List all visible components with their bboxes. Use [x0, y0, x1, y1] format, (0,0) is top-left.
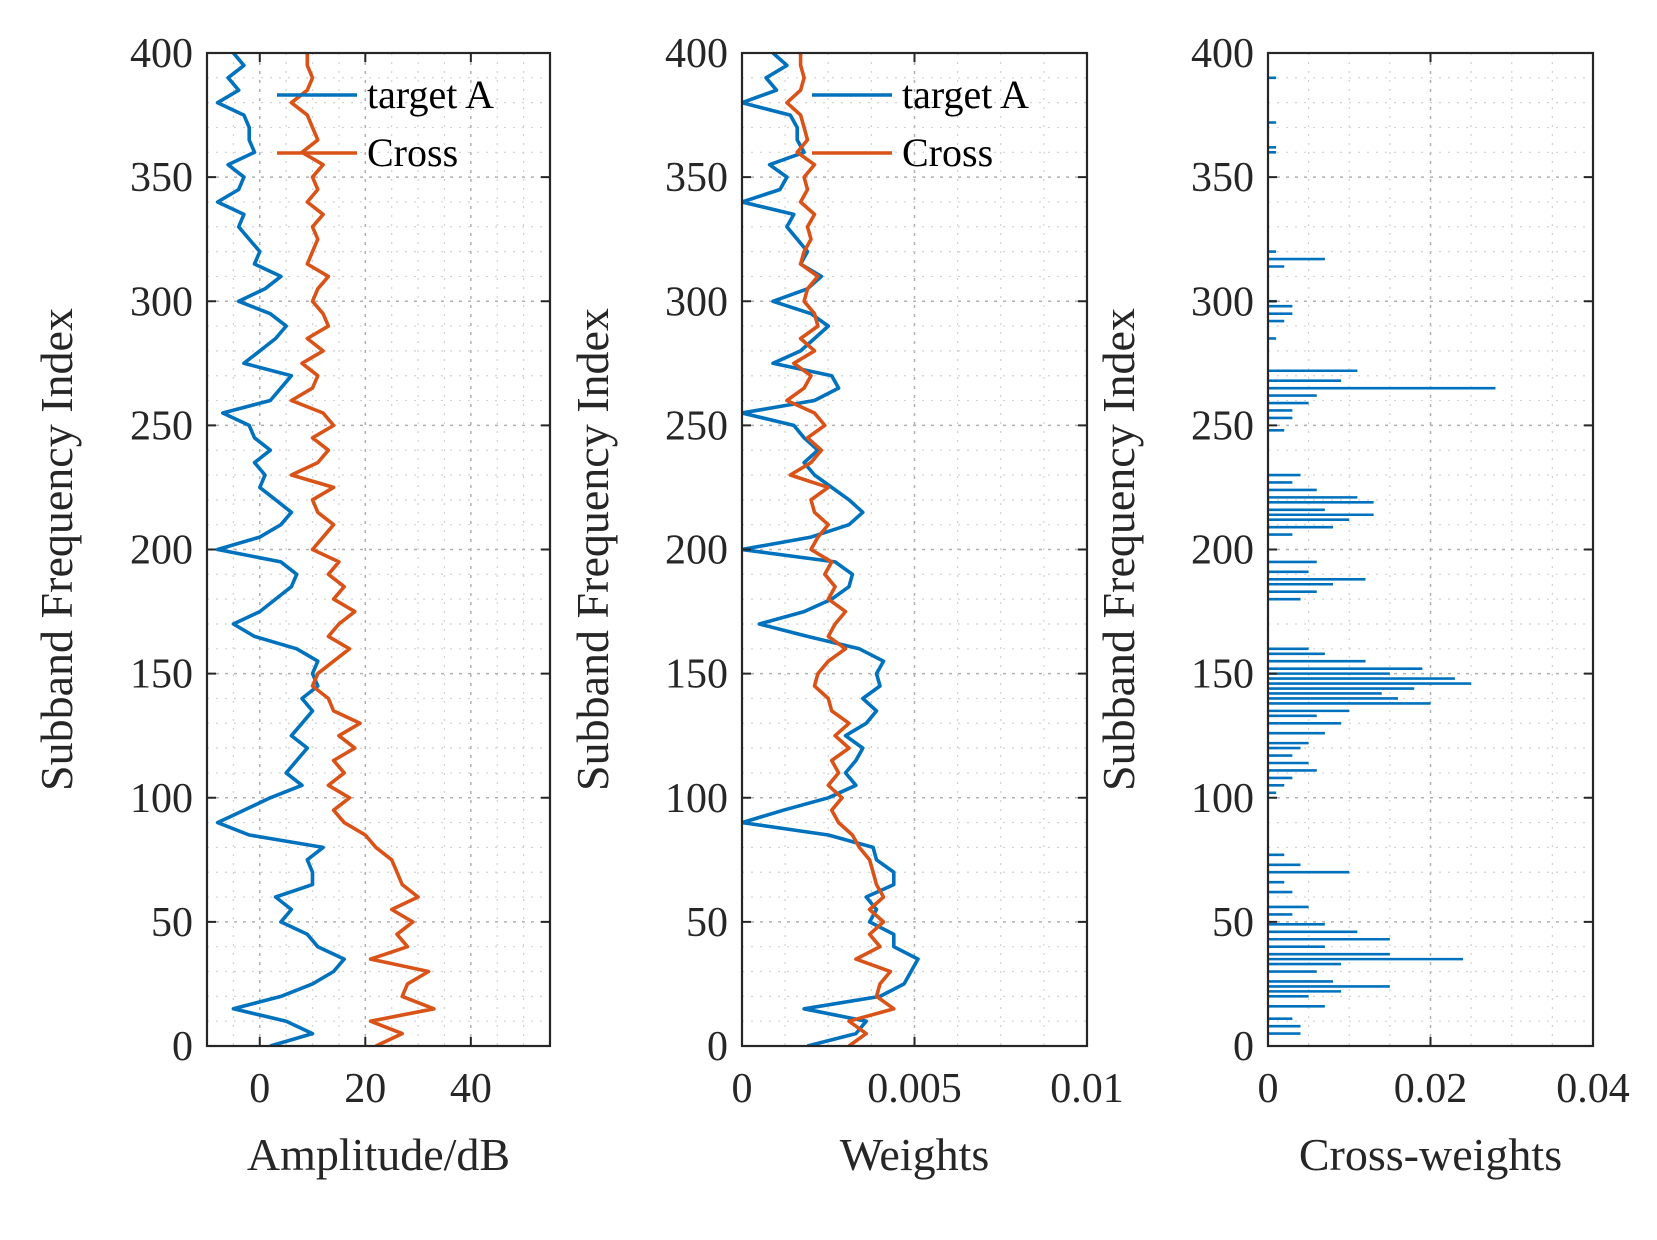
cross-weights-grid: [1267, 52, 1594, 1047]
y-tick-label: 50: [1212, 900, 1254, 946]
x-tick-label: 0.005: [867, 1066, 962, 1112]
y-tick-label: 150: [130, 652, 193, 698]
weights-plot-area: [742, 53, 920, 1046]
cross-weights-x-axis-label: Cross-weights: [1299, 1129, 1562, 1180]
y-tick-label: 200: [130, 528, 193, 574]
x-tick-label: 0: [1258, 1066, 1279, 1112]
y-tick-label: 50: [151, 900, 193, 946]
y-tick-label: 100: [1191, 776, 1254, 822]
amplitude-legend: target A Cross: [277, 72, 494, 175]
series-line-cross: [289, 53, 436, 1046]
y-tick-label: 100: [665, 776, 728, 822]
y-tick-label: 400: [130, 31, 193, 77]
y-tick-label: 150: [1191, 652, 1254, 698]
y-tick-label: 250: [665, 403, 728, 449]
cross-weights-panel: 0 0.02 0.04 0 50 100 150 200 250 300 350 400 Cross-…: [1093, 31, 1630, 1180]
weights-x-axis-label: Weights: [840, 1129, 990, 1180]
weights-legend: target A Cross: [812, 72, 1029, 175]
amplitude-plot-area: [215, 53, 436, 1046]
y-tick-label: 300: [1191, 279, 1254, 325]
y-tick-label: 200: [1191, 528, 1254, 574]
cross-weights-ticks: 0 0.02 0.04 0 50 100 150 200 250 300 350 400: [1191, 31, 1630, 1112]
legend-label-cross: Cross: [367, 130, 458, 175]
y-tick-label: 350: [1191, 155, 1254, 201]
y-tick-label: 50: [686, 900, 728, 946]
y-tick-label: 150: [665, 652, 728, 698]
y-tick-label: 400: [1191, 31, 1254, 77]
weights-panel: 0 0.005 0.01 0 50 100 150 200 250 300 350 400 targe…: [567, 31, 1124, 1180]
y-tick-label: 100: [130, 776, 193, 822]
weights-y-axis-label: Subband Frequency Index: [567, 308, 618, 791]
weights-grid: [741, 52, 1088, 1047]
amplitude-x-axis-label: Amplitude/dB: [247, 1129, 510, 1180]
y-tick-label: 0: [707, 1024, 728, 1070]
y-tick-label: 0: [1233, 1024, 1254, 1070]
amplitude-y-axis-label: Subband Frequency Index: [31, 308, 82, 791]
y-tick-label: 300: [130, 279, 193, 325]
x-tick-label: 0.04: [1556, 1066, 1630, 1112]
x-tick-label: 20: [344, 1066, 386, 1112]
x-tick-label: 0: [249, 1066, 270, 1112]
cross-weights-y-axis-label: Subband Frequency Index: [1093, 308, 1144, 791]
x-tick-label: 0.01: [1050, 1066, 1124, 1112]
y-tick-label: 250: [130, 403, 193, 449]
x-tick-label: 40: [450, 1066, 492, 1112]
legend-label-cross: Cross: [902, 130, 993, 175]
series-line-cross: [785, 53, 896, 1046]
x-tick-label: 0: [732, 1066, 753, 1112]
y-tick-label: 400: [665, 31, 728, 77]
x-tick-label: 0.02: [1394, 1066, 1468, 1112]
y-tick-label: 200: [665, 528, 728, 574]
y-tick-label: 300: [665, 279, 728, 325]
cross-weights-plot-area: [1268, 76, 1496, 1035]
legend-label-target-a: target A: [902, 72, 1029, 117]
y-tick-label: 250: [1191, 403, 1254, 449]
series-line-target-a: [742, 53, 920, 1046]
amplitude-grid: [206, 52, 551, 1047]
weights-ticks: 0 0.005 0.01 0 50 100 150 200 250 300 350 400: [665, 31, 1124, 1112]
y-tick-label: 350: [130, 155, 193, 201]
y-tick-label: 0: [172, 1024, 193, 1070]
legend-label-target-a: target A: [367, 72, 494, 117]
y-tick-label: 350: [665, 155, 728, 201]
series-line-target-a: [215, 53, 346, 1046]
